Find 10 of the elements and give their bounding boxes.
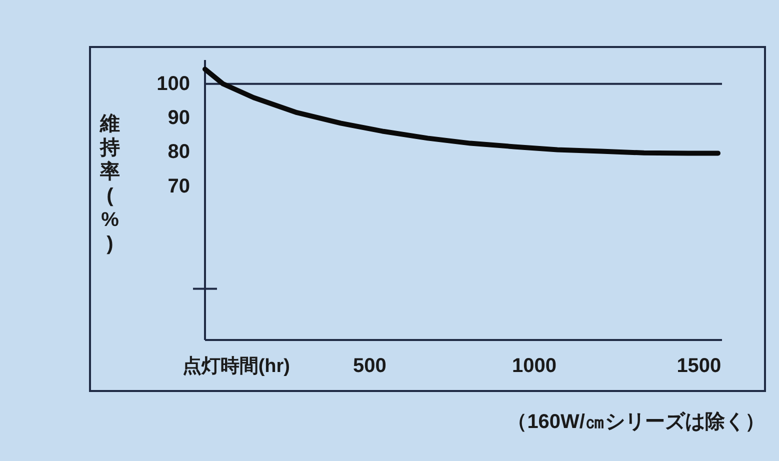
text: （160W/㎝シリーズは除く）: [507, 411, 765, 433]
x-axis-title: 点灯時間(hr): [182, 355, 290, 377]
y-tick-label: 70: [168, 175, 190, 198]
y-axis-title: 維持率(%): [99, 113, 120, 255]
y-tick-label: 90: [168, 107, 190, 130]
y-tick-label: 100: [156, 72, 190, 95]
x-tick-label: 500: [352, 355, 386, 377]
x-tick-label: 1000: [512, 355, 557, 377]
y-tick-label: 80: [168, 141, 190, 164]
x-tick-label: 1500: [676, 355, 722, 377]
